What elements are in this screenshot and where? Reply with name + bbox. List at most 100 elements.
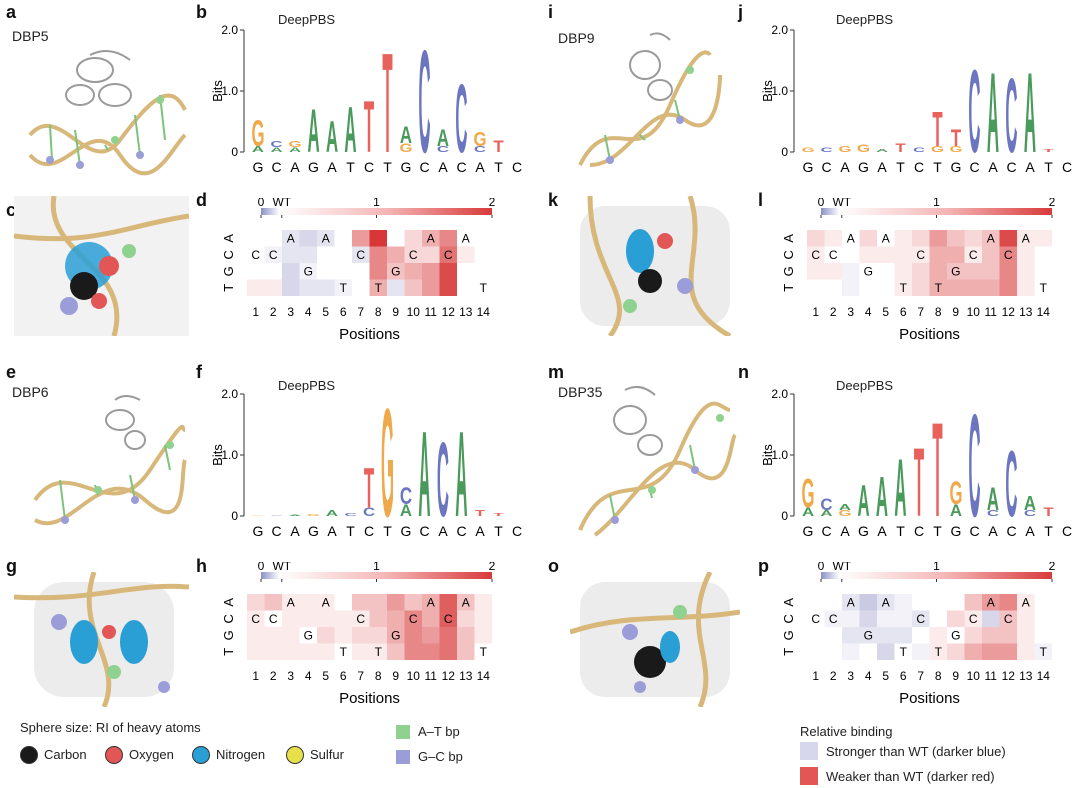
sequence-letter: C: [914, 523, 924, 539]
structure-illustration-g: [14, 572, 189, 707]
logo-letter-T: T: [493, 512, 504, 517]
logo-letter-G: G: [801, 470, 814, 516]
heatmap-cell: [842, 230, 860, 247]
heatmap-cell: [982, 230, 1000, 247]
sequence-letter: C: [271, 523, 281, 539]
heatmap-cell: [912, 279, 930, 296]
heatmap-cell: [982, 263, 1000, 280]
wt-letter: G: [391, 264, 400, 278]
protein-title-dbp9: DBP9: [558, 30, 595, 46]
heatmap-cell: [982, 594, 1000, 611]
logo-letter-C: C: [1005, 57, 1017, 176]
heatmap-cell: [1017, 279, 1035, 296]
y-axis-label: Bits: [210, 444, 225, 466]
heatmap-cell: [1017, 230, 1035, 247]
heatmap-cell: [929, 230, 947, 247]
heatmap-cell: [264, 610, 282, 627]
y-tick-label: 0: [231, 509, 238, 523]
logo-letter-A: A: [894, 444, 906, 534]
colorbar-tick-label: 0: [818, 198, 825, 209]
wt-letter: C: [811, 612, 820, 626]
heatmap-cell: [982, 279, 1000, 296]
row-label-G: G: [781, 630, 796, 640]
wt-letter: G: [864, 264, 873, 278]
colorbar-tick-label: WT: [272, 562, 291, 573]
stronger-swatch: [800, 742, 818, 760]
wt-letter: G: [951, 264, 960, 278]
logo-letter-A: A: [400, 501, 412, 520]
position-label: 1: [812, 669, 819, 683]
sequence-letter: A: [877, 523, 887, 539]
wt-letter: C: [251, 612, 260, 626]
heatmap-cell: [264, 279, 282, 296]
heatmap-cell: [404, 610, 422, 627]
heatmap-cell: [422, 643, 440, 660]
heatmap-cell: [964, 230, 982, 247]
heatmap-cell: [929, 643, 947, 660]
heatmap-cell: [299, 246, 317, 263]
carbon-swatch: [20, 746, 38, 764]
row-label-C: C: [781, 250, 796, 259]
position-label: 2: [830, 669, 837, 683]
panel-label-o: o: [548, 556, 559, 576]
position-label: 5: [322, 669, 329, 683]
logo-letter-A: A: [987, 482, 999, 517]
heatmap-cell: [387, 643, 405, 660]
row-label-T: T: [781, 284, 796, 292]
panel-label-m: m: [548, 362, 565, 382]
heatmap-cell: [877, 246, 895, 263]
heatmap-cell: [982, 643, 1000, 660]
structure-illustration-o: [570, 572, 740, 707]
sequence-letter: A: [988, 523, 998, 539]
heatmap-cell: [387, 627, 405, 644]
sequence-letter: T: [933, 523, 942, 539]
wt-letter: T: [340, 281, 348, 295]
sequence-letter: C: [969, 523, 979, 539]
position-label: 8: [935, 305, 942, 319]
logo-letter-G: G: [251, 515, 264, 516]
wt-letter: T: [340, 645, 348, 659]
oxygen-swatch: [105, 746, 123, 764]
gc-bp-swatch: [396, 750, 410, 764]
sequence-letter: T: [896, 159, 905, 175]
logo-letter-T: T: [914, 428, 924, 537]
heatmap-cell: [1034, 627, 1052, 644]
heatmap-cell: [824, 594, 842, 611]
at-bp-swatch: [396, 725, 410, 739]
position-label: 8: [935, 669, 942, 683]
sequence-letter: T: [1044, 523, 1053, 539]
colorbar-tick-label: 2: [1049, 198, 1056, 209]
x-axis-label: Positions: [339, 326, 400, 343]
logo-letter-G: G: [838, 509, 851, 518]
position-label: 13: [1019, 669, 1033, 683]
heatmap-cell: [964, 246, 982, 263]
sequence-letter: C: [512, 159, 522, 175]
heatmap-cell: [859, 246, 877, 263]
sequence-letter: C: [456, 523, 466, 539]
heatmap-cell: [422, 279, 440, 296]
heatmap-cell: [457, 230, 475, 247]
heatmap-cell: [264, 246, 282, 263]
heatmap-cell: [877, 594, 895, 611]
y-tick-label: 1.0: [771, 84, 788, 98]
colorbar-tick-label: 1: [933, 562, 940, 573]
heatmap-cell: [369, 230, 387, 247]
gc-bp-label: G–C bp: [418, 749, 463, 764]
heatmap-cell: [474, 246, 492, 263]
heatmap-cell: [387, 279, 405, 296]
heatmap-cell: [474, 643, 492, 660]
y-tick-label: 0: [781, 145, 788, 159]
heatmap-cell: [964, 627, 982, 644]
heatmap-cell: [299, 627, 317, 644]
position-label: 4: [305, 669, 312, 683]
colorbar-tick-label: 0: [258, 198, 265, 209]
sequence-letter: A: [1025, 523, 1035, 539]
logo-letter-A: A: [307, 99, 319, 166]
wt-letter: T: [935, 281, 943, 295]
panel-label-l: l: [758, 190, 764, 210]
panel-label-b: b: [196, 2, 207, 22]
position-label: 3: [287, 305, 294, 319]
heatmap-cell: [999, 230, 1017, 247]
heatmap-cell: [807, 627, 825, 644]
